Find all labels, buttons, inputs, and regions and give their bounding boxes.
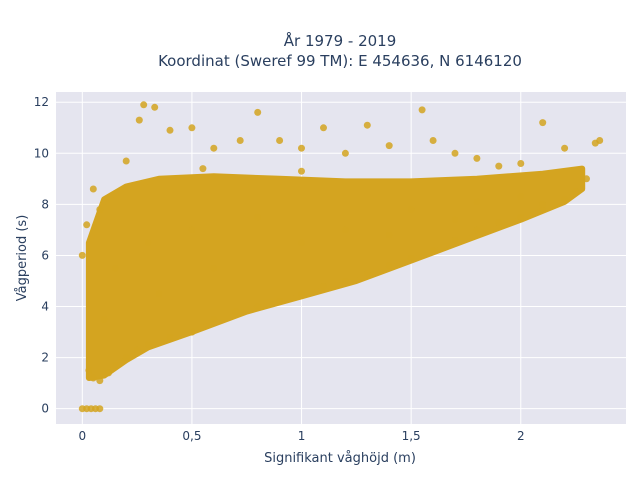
data-point (561, 195, 569, 203)
data-point (155, 290, 163, 298)
data-point (96, 377, 104, 385)
data-point (96, 206, 104, 213)
data-point (144, 239, 152, 247)
data-point (188, 124, 196, 132)
data-point (341, 149, 349, 157)
data-point (89, 185, 97, 193)
data-point (407, 254, 415, 262)
data-point (85, 366, 93, 374)
data-point (111, 361, 119, 369)
data-point (473, 154, 481, 162)
data-point (254, 108, 262, 116)
data-point (298, 144, 305, 152)
data-point (363, 269, 371, 277)
data-point (96, 405, 104, 413)
data-point (418, 106, 426, 114)
data-point (539, 119, 547, 127)
data-point (298, 167, 305, 175)
data-point (188, 328, 196, 336)
x-tick-label: 1 (298, 429, 306, 443)
data-point (429, 137, 437, 144)
data-point (105, 369, 113, 377)
data-point (596, 137, 604, 144)
data-point (451, 236, 459, 244)
x-tick-label: 0 (78, 429, 86, 443)
data-point (210, 264, 218, 272)
data-point (188, 226, 196, 234)
x-tick-label: 2 (517, 429, 525, 443)
data-point (363, 121, 371, 129)
data-point (495, 218, 503, 226)
chart-title-line-2: Koordinat (Sweref 99 TM): E 454636, N 61… (158, 52, 522, 70)
data-point (385, 142, 393, 150)
data-point (517, 160, 525, 167)
data-point (298, 239, 305, 247)
data-point (83, 221, 91, 229)
data-point (539, 200, 547, 208)
data-point (517, 193, 525, 201)
data-point (254, 303, 262, 310)
data-point (539, 206, 547, 213)
data-point (583, 175, 590, 183)
data-point (210, 144, 218, 152)
data-point (385, 262, 393, 270)
y-tick-label: 2 (41, 351, 49, 365)
data-point (166, 126, 174, 134)
data-point (199, 165, 207, 173)
x-tick-label: 1,5 (402, 429, 421, 443)
y-tick-label: 10 (34, 146, 49, 160)
data-point (320, 282, 327, 290)
data-point (429, 246, 437, 254)
data-point (572, 188, 580, 196)
data-point (341, 226, 349, 234)
data-point (407, 206, 415, 213)
data-point (451, 216, 459, 224)
data-point (236, 137, 244, 144)
y-axis-label: Vågperiod (s) (15, 215, 30, 302)
data-point (166, 333, 174, 341)
data-point (276, 137, 284, 144)
y-tick-label: 4 (41, 300, 49, 314)
data-point (122, 157, 130, 165)
data-point (385, 231, 393, 239)
y-tick-label: 12 (34, 95, 49, 109)
data-point (451, 149, 459, 157)
data-point (100, 315, 108, 323)
y-tick-label: 8 (41, 197, 49, 211)
y-tick-labels: 0 2 4 6 8 10 12 (34, 95, 49, 415)
x-axis-label: Signifikant våghöjd (m) (264, 451, 416, 466)
data-point (140, 101, 148, 109)
data-point (320, 124, 327, 132)
y-tick-label: 0 (41, 402, 49, 416)
x-tick-label: 0,5 (182, 429, 201, 443)
data-point (151, 103, 159, 111)
data-point (341, 277, 349, 285)
chart-title-line-1: År 1979 - 2019 (284, 31, 397, 50)
data-point (122, 354, 130, 362)
data-points (78, 101, 604, 413)
data-point (135, 116, 143, 124)
data-point (144, 341, 152, 349)
data-point (254, 213, 262, 221)
data-point (517, 213, 525, 221)
data-point (89, 374, 97, 382)
data-point (495, 162, 503, 170)
data-point (473, 226, 481, 234)
data-point (298, 290, 305, 298)
data-point (78, 251, 86, 259)
data-point (276, 297, 284, 305)
data-point (473, 198, 481, 206)
data-point (111, 264, 119, 272)
data-point (232, 308, 240, 316)
data-point (133, 346, 141, 354)
data-point (561, 144, 569, 152)
y-tick-label: 6 (41, 248, 49, 262)
data-point (210, 315, 218, 323)
x-tick-labels: 0 0,5 1 1,5 2 (78, 429, 524, 443)
